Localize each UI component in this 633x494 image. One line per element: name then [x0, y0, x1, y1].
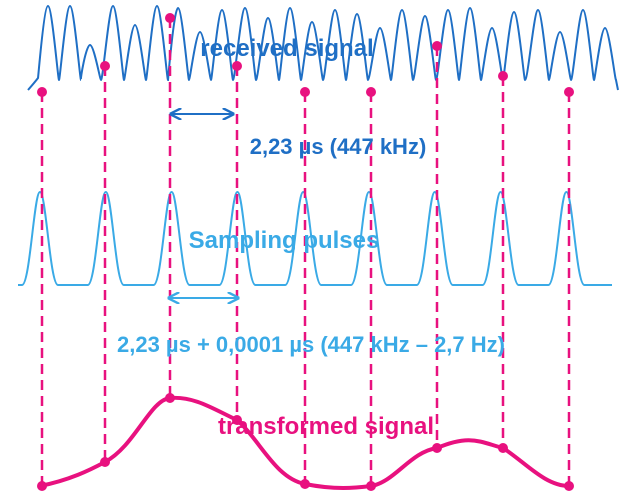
- transformed-sample-dot: [37, 481, 47, 491]
- received-sample-dot: [564, 87, 574, 97]
- transformed-sample-dot: [100, 457, 110, 467]
- received-sample-dot: [100, 61, 110, 71]
- transformed-sample-dot: [232, 415, 242, 425]
- transformed-sample-dot: [300, 479, 310, 489]
- received-sample-dot: [432, 41, 442, 51]
- received-sample-dot: [366, 87, 376, 97]
- received-sample-dot: [232, 61, 242, 71]
- sampling-pulses-waveform: [18, 190, 612, 286]
- received-signal-label: received signal: [200, 35, 373, 62]
- received-sample-dot: [165, 13, 175, 23]
- received-sample-dot: [498, 71, 508, 81]
- received-sample-dot: [300, 87, 310, 97]
- transformed-sample-dot: [564, 481, 574, 491]
- transformed-sample-dot: [432, 443, 442, 453]
- sampling-instant-lines: [40, 18, 571, 486]
- received-signal-waveform: [27, 4, 619, 91]
- received-sample-dot: [37, 87, 47, 97]
- transformed-sample-dot: [165, 393, 175, 403]
- received-period-label: 2,23 µs (447 kHz): [250, 134, 427, 159]
- transformed-sample-dot: [498, 443, 508, 453]
- transformed-sample-dot: [366, 481, 376, 491]
- transformed-signal-curve: [39, 395, 570, 490]
- sample-points: [37, 13, 574, 491]
- transformed-signal-label: transformed signal: [218, 413, 434, 440]
- sampling-period-label: 2,23 µs + 0,0001 µs (447 kHz – 2,7 Hz): [117, 332, 505, 357]
- sampling-pulses-label: Sampling pulses: [189, 227, 380, 254]
